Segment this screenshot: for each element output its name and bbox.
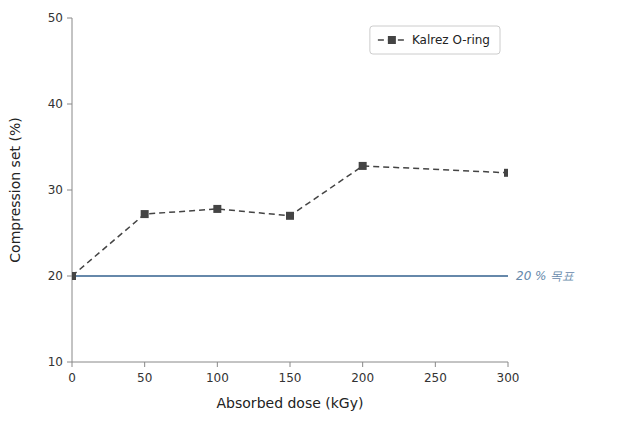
legend: Kalrez O-ring — [370, 26, 500, 54]
y-tick — [67, 190, 72, 191]
x-tick — [144, 362, 145, 367]
y-tick — [67, 104, 72, 105]
line — [72, 166, 508, 276]
x-tick-label: 300 — [497, 371, 520, 385]
x-tick — [435, 362, 436, 367]
x-axis-label: Absorbed dose (kGy) — [217, 395, 364, 411]
chart: 0 50 100 150 200 250 300 10 20 30 40 50 Absorbed dos… — [0, 0, 620, 424]
y-tick-label: 10 — [48, 355, 63, 369]
x-tick — [217, 362, 218, 367]
y-tick-label: 50 — [48, 11, 63, 25]
x-tick-label: 150 — [279, 371, 302, 385]
y-axis-label: Compression set (%) — [7, 117, 23, 262]
marker — [72, 272, 76, 280]
marker — [504, 169, 508, 177]
reference-line-label: 20 % 목표 — [516, 269, 575, 283]
marker — [286, 212, 294, 220]
x-tick-label: 100 — [206, 371, 229, 385]
y-tick — [67, 18, 72, 19]
x-tick — [290, 362, 291, 367]
legend-label: Kalrez O-ring — [412, 33, 490, 47]
x-tick — [72, 362, 73, 367]
marker — [213, 205, 221, 213]
y-tick-label: 30 — [48, 183, 63, 197]
legend-box — [370, 26, 500, 54]
y-tick — [67, 276, 72, 277]
legend-marker — [388, 36, 396, 44]
x-tick-label: 200 — [351, 371, 374, 385]
x-tick-label: 0 — [68, 371, 76, 385]
y-tick-label: 20 — [48, 269, 63, 283]
reference-line — [72, 275, 508, 277]
x-tick-label: 250 — [424, 371, 447, 385]
x-tick — [362, 362, 363, 367]
plot-area — [72, 162, 508, 280]
y-tick — [67, 362, 72, 363]
marker — [359, 162, 367, 170]
y-tick-label: 40 — [48, 97, 63, 111]
x-tick — [508, 362, 509, 367]
axes: 0 50 100 150 200 250 300 10 20 30 40 50 — [48, 11, 520, 385]
marker — [141, 210, 149, 218]
x-tick-label: 50 — [137, 371, 152, 385]
